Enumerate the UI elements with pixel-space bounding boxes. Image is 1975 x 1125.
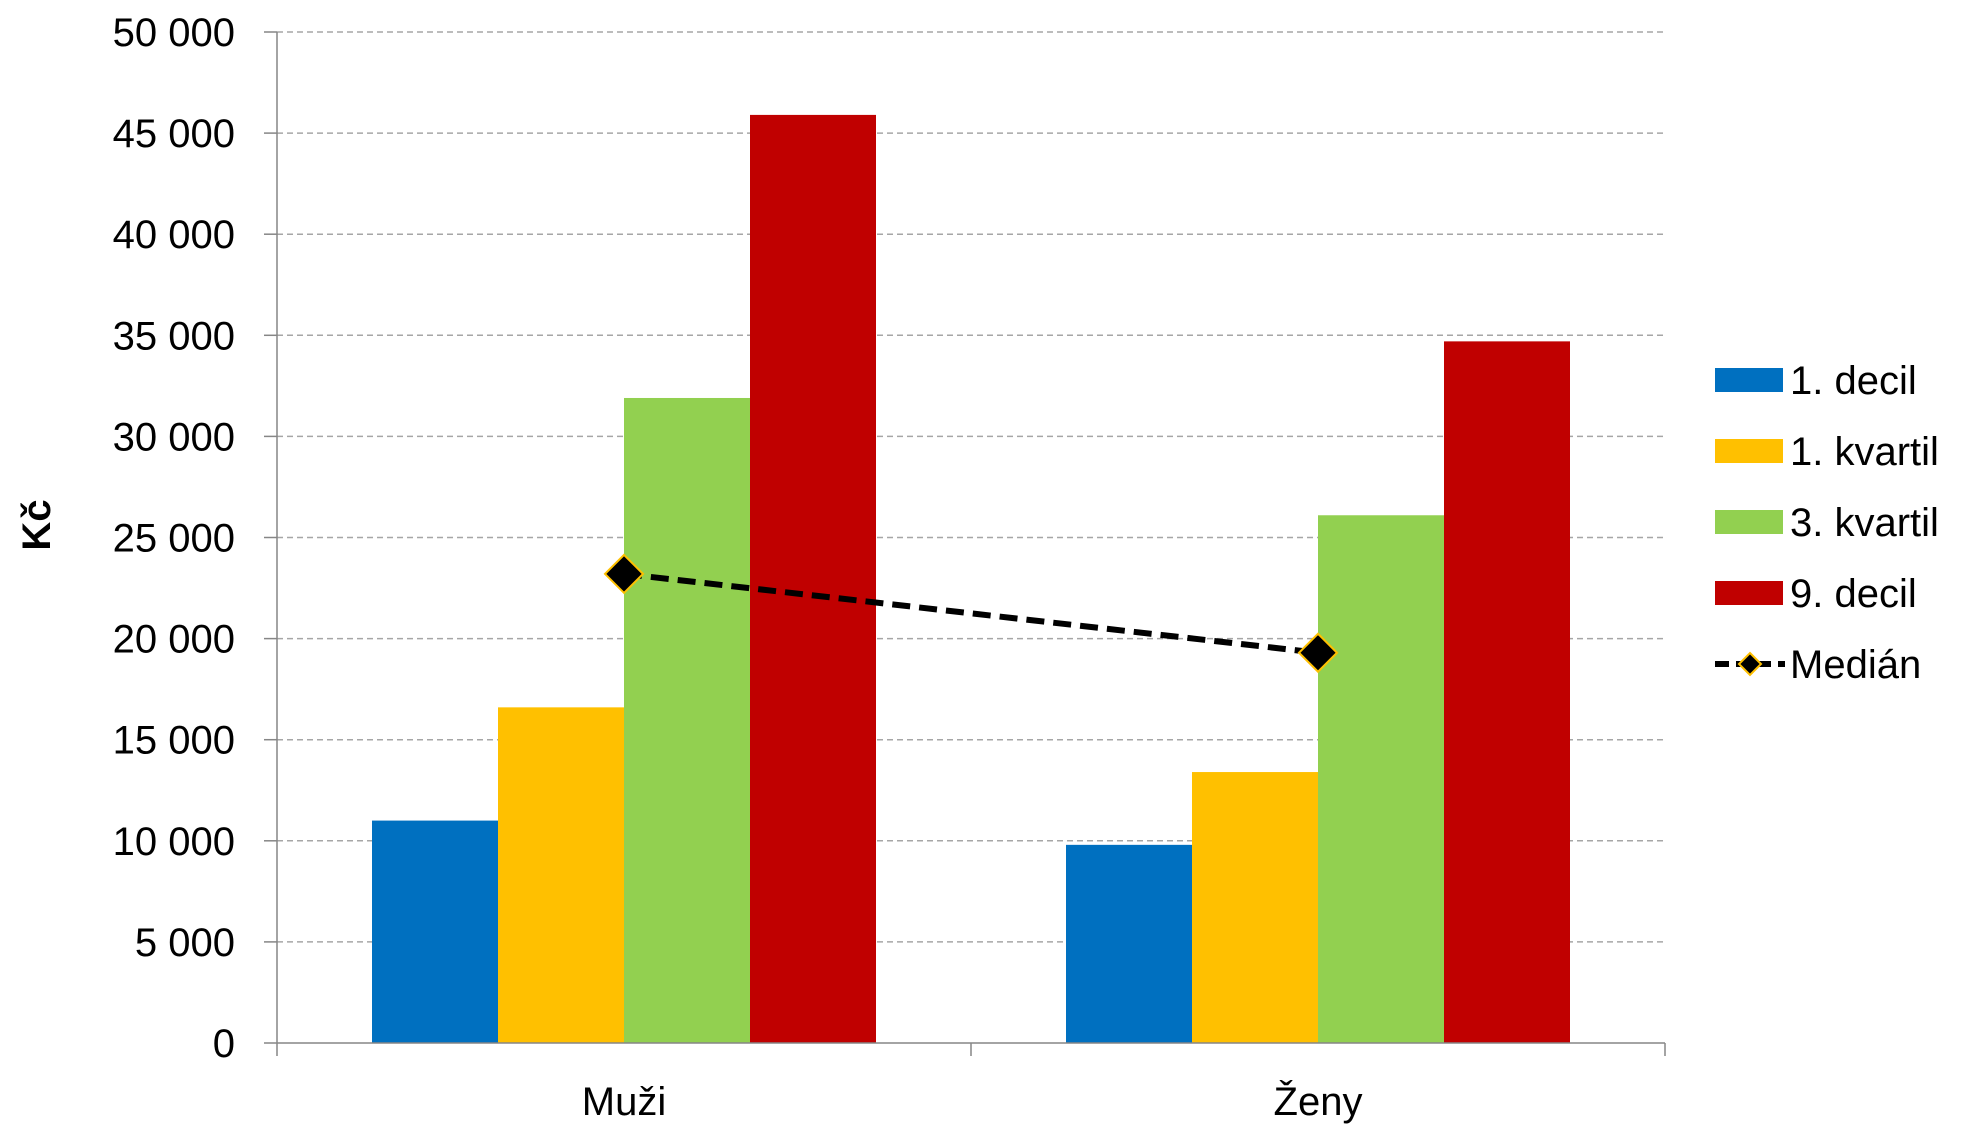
y-tick-label: 15 000 bbox=[113, 719, 235, 763]
x-tick-label: Ženy bbox=[1274, 1079, 1363, 1124]
median-marker-1 bbox=[603, 553, 645, 595]
legend-label-4: 9. decil bbox=[1790, 572, 1917, 616]
y-tick-labels: 0 5 000 10 000 15 000 20 000 25 000 30 000 35 0… bbox=[113, 11, 235, 1066]
y-tick-label: 50 000 bbox=[113, 11, 235, 55]
legend-label-2: 1. kvartil bbox=[1790, 430, 1939, 474]
y-tick-label: 5 000 bbox=[135, 921, 235, 965]
y-tick-label: 45 000 bbox=[113, 112, 235, 156]
median-line-path bbox=[623, 570, 1319, 656]
legend-swatch-3 bbox=[1715, 510, 1783, 534]
bars bbox=[372, 114, 1570, 1044]
y-tick-label: 0 bbox=[213, 1022, 235, 1066]
legend-swatch-1 bbox=[1715, 368, 1783, 392]
legend-label-median: Medián bbox=[1790, 643, 1921, 687]
y-tick-label: 20 000 bbox=[113, 618, 235, 662]
bar-2-1 bbox=[498, 707, 624, 1043]
legend-swatch-2 bbox=[1715, 439, 1783, 463]
bar-4-2 bbox=[1444, 341, 1570, 1044]
y-tick-label: 30 000 bbox=[113, 415, 235, 459]
legend-label-3: 3. kvartil bbox=[1790, 501, 1939, 545]
legend-marker-median bbox=[1737, 651, 1763, 677]
grid-lines bbox=[277, 31, 1665, 943]
axes bbox=[264, 31, 1666, 1056]
bar-3-1 bbox=[624, 397, 750, 1043]
legend: 1. decil 1. kvartil 3. kvartil 9. decil Medi… bbox=[1715, 359, 1939, 687]
y-tick-label: 10 000 bbox=[113, 820, 235, 864]
y-tick-label: 25 000 bbox=[113, 517, 235, 561]
bar-1-2 bbox=[1066, 844, 1192, 1043]
x-tick-label: Muži bbox=[582, 1080, 666, 1124]
y-tick-label: 40 000 bbox=[113, 213, 235, 257]
median-line bbox=[603, 553, 1339, 674]
legend-label-1: 1. decil bbox=[1790, 359, 1917, 403]
x-tick-labels: Muži Ženy bbox=[582, 1079, 1363, 1124]
bar-3-2 bbox=[1318, 515, 1444, 1043]
bar-4-1 bbox=[750, 114, 876, 1044]
bar-2-2 bbox=[1192, 772, 1318, 1043]
bar-1-1 bbox=[372, 820, 498, 1043]
median-marker-2 bbox=[1297, 632, 1339, 674]
legend-swatch-4 bbox=[1715, 581, 1783, 605]
y-axis-title: Kč bbox=[15, 499, 59, 550]
y-tick-label: 35 000 bbox=[113, 314, 235, 358]
